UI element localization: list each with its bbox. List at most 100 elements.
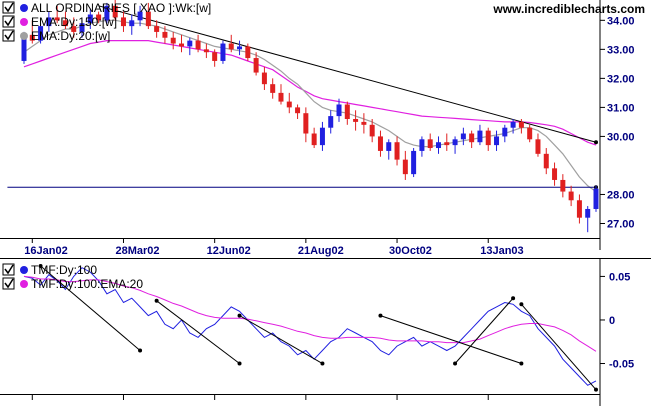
candle-body	[303, 113, 309, 134]
price-x-axis-ticks: 16Jan02 28Mar02 12Jun02 21Aug02 30Oct02 13Jan…	[24, 238, 524, 257]
candle-body	[402, 159, 408, 175]
candle-body	[427, 139, 433, 149]
legend-dot-icon	[20, 32, 28, 40]
tmf-y-tick-label: 0	[609, 315, 615, 327]
candle-body	[295, 107, 301, 114]
legend-item-ema150[interactable]: EMA:Dy:150:[w]	[2, 15, 117, 29]
trendline-end-marker	[594, 140, 598, 145]
candle	[46, 11, 52, 32]
candle-body	[137, 11, 143, 21]
candle	[187, 37, 193, 56]
price-x-tick-label: 16Jan02	[24, 245, 67, 257]
candle-body	[145, 11, 151, 27]
candle-body	[220, 43, 226, 61]
candle	[237, 40, 243, 56]
candle	[270, 78, 276, 99]
candle	[427, 133, 433, 151]
candle-body	[154, 26, 160, 32]
candle	[203, 43, 209, 59]
candle	[79, 20, 85, 38]
candle-body	[593, 188, 599, 209]
legend-checkbox[interactable]	[2, 15, 15, 28]
candle	[460, 127, 466, 146]
candle-body	[203, 49, 209, 53]
candle	[170, 31, 176, 50]
candle-body	[228, 43, 234, 50]
candle	[154, 20, 160, 38]
candle-body	[518, 121, 524, 128]
site-url-link[interactable]: www.incrediblecharts.com	[492, 2, 645, 16]
legend-item-tmf-ema[interactable]: TMF:Dy:100:EMA:20	[2, 277, 143, 291]
candle	[585, 206, 591, 233]
candle	[402, 150, 408, 180]
candle	[568, 185, 574, 207]
legend-label-tmf: TMF:Dy:100	[31, 263, 97, 277]
legend-item-ema20[interactable]: EMA:Dy:20:[w]	[2, 29, 110, 43]
trendline-end-marker	[38, 263, 43, 268]
price-x-tick-label: 28Mar02	[115, 245, 159, 257]
candle-body	[286, 101, 292, 108]
candle	[303, 107, 309, 143]
candle-body	[568, 191, 574, 201]
candle	[295, 104, 301, 119]
tmf-x-axis-ticks	[31, 394, 489, 400]
legend-label-ema20: EMA:Dy:20:[w]	[31, 29, 110, 43]
price-y-tick-label: 34.00	[607, 15, 635, 27]
candle-body	[460, 133, 466, 140]
candle	[71, 17, 77, 38]
candle	[394, 136, 400, 166]
ema150-line	[23, 39, 597, 146]
price-y-tick-label: 28.00	[607, 189, 635, 201]
legend-checkbox[interactable]	[2, 1, 15, 14]
tmf-trendline	[454, 297, 514, 364]
candle	[38, 23, 44, 44]
candle-body	[62, 20, 68, 27]
check-icon	[4, 278, 14, 289]
trendline-end-marker	[320, 361, 325, 366]
candle	[195, 34, 201, 53]
candle	[369, 119, 375, 143]
legend-item-xao[interactable]: ALL ORDINARIES [ XAO ]:Wk:[w]	[2, 1, 211, 15]
candle	[137, 5, 143, 27]
candle-body	[344, 104, 350, 119]
tmf-trendline	[380, 315, 522, 364]
candle-body	[170, 37, 176, 44]
candle-body	[435, 142, 441, 149]
candle-body	[179, 43, 185, 47]
candle	[419, 136, 425, 157]
price-x-tick-label: 13Jan03	[480, 245, 523, 257]
legend-item-tmf[interactable]: TMF:Dy:100	[2, 263, 97, 277]
trendline-end-marker	[154, 298, 159, 303]
candle-body	[96, 14, 102, 21]
tmf-trendline	[521, 303, 597, 390]
candle-body	[510, 121, 516, 128]
tmf-line	[23, 267, 597, 386]
tmf-plot-area[interactable]	[0, 259, 600, 394]
price-x-tick-label: 21Aug02	[298, 245, 344, 257]
trendline-end-marker	[237, 313, 242, 318]
legend-checkbox[interactable]	[2, 263, 15, 276]
price-plot-area[interactable]	[0, 0, 600, 238]
candle-body	[38, 26, 44, 41]
candle-body	[29, 34, 35, 41]
candle	[129, 14, 135, 35]
candle-body	[369, 124, 375, 137]
price-y-tick-label: 32.00	[607, 73, 635, 85]
legend-checkbox[interactable]	[2, 29, 15, 42]
legend-checkbox[interactable]	[2, 277, 15, 290]
check-icon	[4, 30, 14, 41]
candle-body	[21, 34, 27, 61]
check-icon	[4, 2, 14, 13]
candle	[527, 124, 533, 143]
ema20-line	[23, 19, 597, 193]
trendline-end-marker	[519, 302, 524, 307]
trendline-end-marker	[519, 361, 524, 366]
check-icon	[4, 16, 14, 27]
legend-dot-icon	[20, 18, 28, 26]
candle-body	[328, 116, 334, 128]
tmf-y-tick-label: -0.05	[609, 359, 634, 371]
candle	[576, 194, 582, 224]
legend-label-ema150: EMA:Dy:150:[w]	[31, 15, 117, 29]
candle-body	[576, 200, 582, 218]
candle	[220, 40, 226, 64]
